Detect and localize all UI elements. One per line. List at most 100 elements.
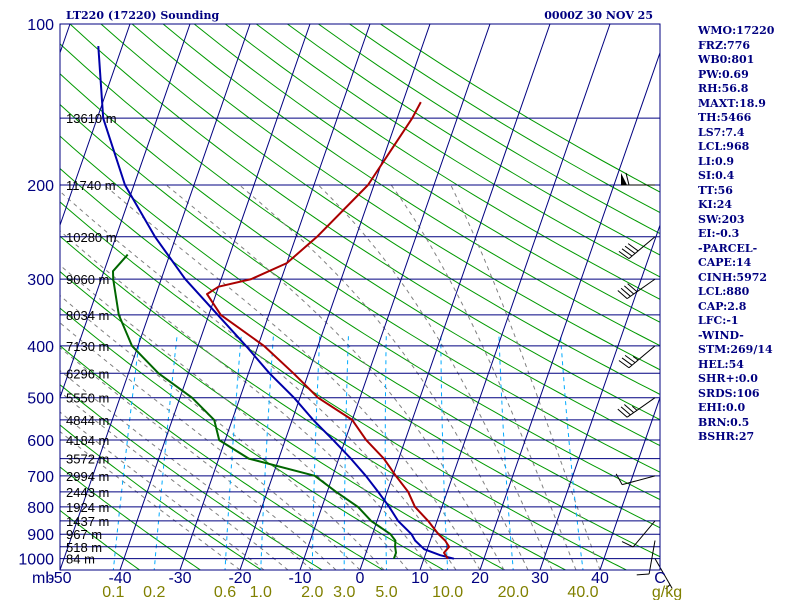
wind-barb-feather	[636, 573, 650, 576]
index-line: LFC:-1	[698, 314, 739, 327]
wind-barb-half-feather	[665, 584, 671, 590]
temperature-unit-label: C	[654, 570, 666, 587]
pressure-tick-label: 100	[27, 17, 54, 34]
wind-barb-half-feather	[631, 405, 638, 411]
height-label: 1924 m	[66, 500, 109, 515]
mixing-ratio-line	[311, 333, 321, 570]
index-line: -PARCEL-	[698, 241, 758, 255]
mixing-ratio-label: 0.2	[143, 584, 165, 600]
mixing-ratio-label: 20.0	[498, 584, 529, 600]
pressure-tick-label: 500	[27, 391, 54, 408]
temperature-tick-label: -30	[168, 570, 191, 587]
index-line: LS7:7.4	[698, 125, 745, 139]
isotherm-line	[299, 24, 491, 570]
isotherm-line	[60, 24, 191, 400]
height-label: 9060 m	[66, 272, 109, 287]
wind-barb-feather	[624, 285, 635, 295]
index-line: FRZ:776	[698, 38, 751, 52]
mixing-ratio-line	[559, 333, 584, 570]
temperature-trace	[97, 46, 455, 560]
wind-barb	[615, 473, 656, 486]
mixing-ratio-label: 10.0	[432, 584, 463, 600]
dry-adiabat-line	[60, 135, 660, 529]
wind-barb-feather	[621, 541, 634, 548]
pressure-tick-label: 200	[27, 178, 54, 195]
pressure-tick-label: 800	[27, 500, 54, 517]
index-line: STM:269/14	[698, 343, 773, 356]
pressure-tick-label: 300	[27, 272, 54, 289]
height-label: 518 m	[66, 540, 102, 555]
index-line: KI:24	[698, 198, 733, 211]
wind-barb-feather	[627, 243, 639, 252]
wind-barb-staff	[628, 236, 656, 260]
wind-barb-feather	[621, 357, 633, 366]
temperature-tick-label: 40	[591, 570, 609, 587]
mixing-ratio-label: 3.0	[333, 584, 355, 600]
temperature-tick-label: 20	[471, 570, 489, 587]
height-label: 11740 m	[66, 178, 116, 193]
wind-barb-feather	[617, 290, 628, 299]
mixing-ratio-line	[498, 333, 514, 570]
height-label: 4184 m	[66, 433, 109, 448]
mixing-ratio-line	[260, 333, 275, 570]
chart-title: LT220 (17220) Sounding	[66, 9, 219, 22]
isotherm-line	[599, 396, 660, 570]
index-line: LCL:880	[698, 285, 750, 298]
dry-adiabat-line	[100, 24, 660, 395]
index-line: PW:0.69	[698, 67, 749, 81]
isotherm-line	[60, 24, 131, 227]
wind-barb-feather	[624, 404, 635, 414]
height-label: 13610 m	[66, 111, 117, 126]
index-line: CINH:5972	[698, 270, 768, 284]
mixing-ratio-line	[343, 333, 349, 570]
dry-adiabat-line	[69, 24, 660, 421]
temperature-tick-label: -10	[288, 570, 311, 587]
isotherm-line	[179, 24, 371, 570]
wind-barb-staff	[632, 520, 656, 548]
wind-barb-feather	[620, 406, 631, 416]
mixing-ratio-line	[112, 333, 141, 570]
height-label: 2994 m	[66, 469, 109, 484]
mixing-ratio-label: 5.0	[375, 584, 397, 600]
wind-barb-feather	[624, 354, 636, 364]
wind-barb	[621, 172, 655, 186]
dry-adiabat-line	[131, 24, 660, 371]
moist-adiabat-line	[60, 346, 337, 570]
wind-barb-feather	[617, 408, 628, 418]
isotherm-line	[419, 24, 611, 570]
moist-adiabat-line	[60, 230, 433, 570]
temperature-tick-label: 0	[356, 570, 365, 587]
mixing-ratio-line	[224, 333, 242, 570]
isotherm-line	[479, 51, 660, 570]
isotherm-line	[119, 24, 311, 570]
height-label: 4844 m	[66, 413, 109, 428]
wind-barb	[618, 236, 656, 260]
wind-barb	[636, 540, 656, 576]
wind-barb-feather	[618, 360, 630, 369]
wind-barb	[617, 278, 656, 300]
height-label: 10280 m	[66, 230, 117, 245]
index-line: LCL:968	[698, 140, 750, 153]
wind-barb-feather	[627, 283, 638, 293]
height-label: 5550 m	[66, 391, 109, 406]
temperature-tick-label: -20	[228, 570, 251, 587]
index-line: SHR+:0.0	[698, 372, 758, 385]
wind-barbs	[615, 172, 673, 590]
isotherm-line	[359, 24, 551, 570]
mixing-ratio-line	[384, 333, 387, 570]
height-label: 7130 m	[66, 339, 109, 354]
index-line: SI:0.4	[698, 169, 735, 182]
wind-barb	[621, 520, 656, 548]
index-line: HEL:54	[698, 357, 744, 371]
wind-barb-half-feather	[632, 356, 639, 361]
index-line: -WIND-	[698, 328, 744, 342]
moist-adiabat-line	[60, 294, 385, 570]
mixing-ratio-label: 2.0	[301, 584, 323, 600]
index-line: CAP:2.8	[698, 299, 747, 313]
mixing-ratio-label: 1.0	[250, 584, 272, 600]
mixing-ratio-unit-label: g/kg	[652, 584, 682, 600]
pressure-tick-label: 700	[27, 469, 54, 486]
wind-barb-staff	[654, 558, 673, 589]
isotherm-line	[60, 24, 251, 570]
